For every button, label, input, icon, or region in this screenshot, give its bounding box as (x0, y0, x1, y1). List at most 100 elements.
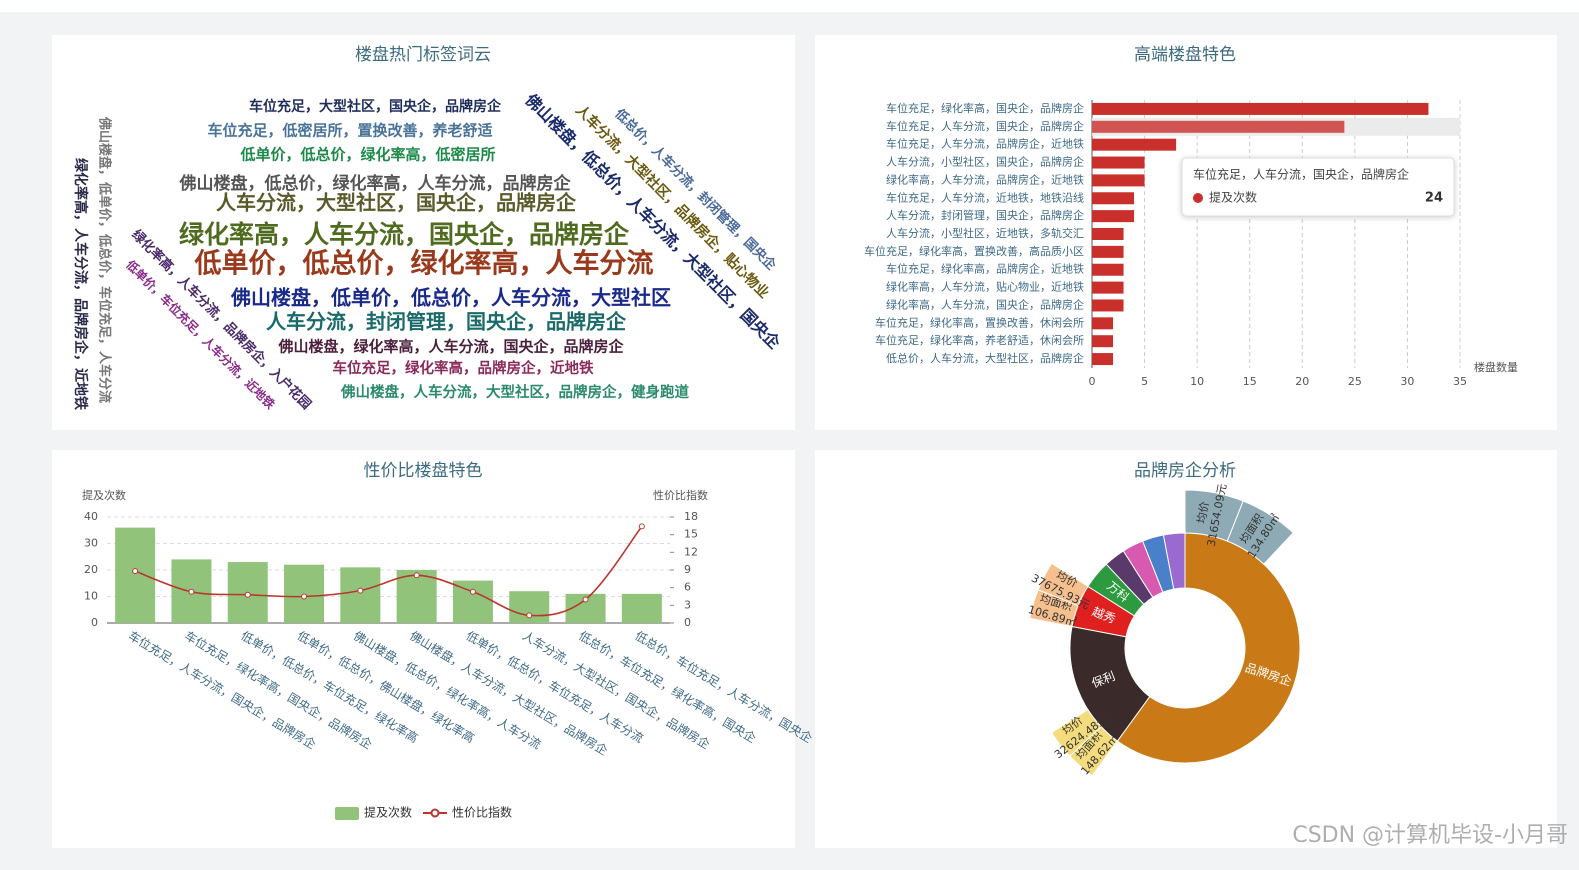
point (301, 593, 308, 600)
word: 佛山楼盘，人车分流，大型社区，品牌房企，健身跑道 (340, 383, 689, 401)
x-tick-label: 5 (1141, 375, 1148, 388)
word: 人车分流，大型社区，国央企，品牌房企 (216, 191, 577, 215)
segment (1162, 532, 1186, 590)
bar (396, 570, 437, 623)
y2-axis-label: 性价比指数 (653, 488, 708, 502)
bar (1092, 174, 1145, 187)
y-tick-label: 人车分流，小型社区，近地铁，多轨交汇 (886, 226, 1084, 240)
x-tick-label: 15 (1243, 375, 1257, 388)
bar (1092, 317, 1114, 330)
point (413, 572, 420, 579)
panel (52, 450, 795, 848)
bar (1092, 299, 1124, 312)
y-tick-label: 绿化率高，人车分流，贴心物业，近地铁 (886, 280, 1084, 294)
y-tick-label: 车位充足，绿化率高，品牌房企，近地铁 (886, 262, 1084, 276)
tooltip-series: 提及次数 (1209, 190, 1257, 205)
segment-label: 均价 (1195, 500, 1212, 524)
y-tick-label: 人车分流，封闭管理，国央企，品牌房企 (886, 208, 1084, 222)
bar (1092, 138, 1177, 151)
bar (452, 580, 493, 623)
y-tick-label: 车位充足，绿化率高，养老舒适，休闲会所 (875, 333, 1084, 347)
y2-tick-label: 15 (684, 528, 698, 541)
bar (1092, 102, 1429, 115)
line (134, 525, 643, 617)
y-tick-label: 低总价，人车分流，大型社区，品牌房企 (886, 351, 1084, 365)
word: 低单价，低总价，绿化率高，低密居所 (239, 146, 495, 164)
y-tick-label: 车位充足，绿化率高，国央企，品牌房企 (886, 101, 1084, 115)
y-axis-label: 提及次数 (82, 488, 126, 502)
legend-swatch (335, 807, 359, 820)
word: 佛山楼盘，低单价，低总价，人车分流，大型社区 (230, 286, 671, 310)
bar (340, 567, 381, 623)
y-tick-label: 绿化率高，人车分流，国央企，品牌房企 (886, 297, 1084, 311)
y-tick-label: 30 (84, 537, 98, 550)
y-tick-label: 车位充足，人车分流，近地铁，地铁沿线 (886, 190, 1084, 204)
y-tick-label: 0 (91, 616, 98, 629)
y-tick-label: 10 (84, 590, 98, 603)
y-tick-label: 车位充足，绿化率高，置换改善，高品质小区 (864, 244, 1084, 258)
word: 车位充足，绿化率高，品牌房企，近地铁 (333, 359, 594, 377)
segment (1050, 708, 1102, 757)
segment (1226, 500, 1294, 565)
chart-title: 性价比楼盘特色 (364, 461, 483, 481)
word: 车位充足，大型社区，国央企，品牌房企 (249, 98, 502, 115)
y2-tick-label: 12 (684, 545, 698, 558)
word: 佛山楼盘，绿化率高，人车分流，国央企，品牌房企 (277, 338, 624, 356)
panel (815, 35, 1557, 430)
y-tick-label: 20 (84, 563, 98, 576)
y2-tick-label: 0 (684, 616, 691, 629)
tooltip-value: 24 (1425, 191, 1443, 206)
point (244, 591, 251, 598)
legend-label: 提及次数 (364, 805, 412, 820)
tooltip-title: 车位充足，人车分流，国央企，品牌房企 (1193, 167, 1409, 182)
legend-label: 性价比指数 (452, 805, 512, 820)
watermark: CSDN @计算机毕设-小月哥 (1292, 823, 1568, 848)
top-bar (0, 0, 1579, 12)
chart-title: 品牌房企分析 (1134, 461, 1236, 481)
bar (1092, 210, 1135, 223)
word: 佛山楼盘，低单价，低总价，车位充足，人车分流 (97, 116, 113, 403)
bar (1092, 120, 1345, 133)
x-tick-label: 25 (1348, 375, 1362, 388)
word: 人车分流，封闭管理，国央企，品牌房企 (266, 310, 627, 334)
y2-tick-label: 6 (684, 581, 691, 594)
y-tick-label: 车位充足，绿化率高，置换改善，休闲会所 (875, 315, 1084, 329)
y-tick-label: 人车分流，小型社区，国央企，品牌房企 (886, 155, 1084, 169)
y-tick-label: 车位充足，人车分流，国央企，品牌房企 (886, 119, 1084, 133)
y-tick-label: 40 (84, 510, 98, 523)
word: 绿化率高，人车分流，国央企，品牌房企 (179, 220, 630, 249)
point (188, 588, 195, 595)
bar (1092, 335, 1114, 348)
word: 低单价，低总价，绿化率高，人车分流 (194, 248, 654, 280)
bar (1092, 353, 1114, 366)
panel (52, 35, 795, 430)
legend-swatch (430, 808, 440, 818)
x-axis-label: 楼盘数量 (1474, 360, 1518, 374)
bar (621, 593, 662, 623)
word: 绿化率高，人车分流，品牌房企，近地铁 (72, 158, 89, 410)
x-tick-label: 35 (1453, 375, 1467, 388)
x-tick-label: 20 (1295, 375, 1309, 388)
y2-tick-label: 9 (684, 563, 691, 576)
bar (1092, 228, 1124, 240)
bar (115, 527, 156, 623)
bar (1092, 281, 1124, 294)
x-tick-label: 0 (1089, 375, 1096, 388)
word: 车位充足，低密居所，置换改善，养老舒适 (207, 122, 492, 140)
chart-title: 楼盘热门标签词云 (355, 45, 491, 65)
chart-title: 高端楼盘特色 (1134, 45, 1236, 65)
x-tick-label: 10 (1190, 375, 1204, 388)
bar (1092, 192, 1135, 205)
point (638, 523, 645, 530)
point (132, 568, 139, 575)
word: 佛山楼盘，低总价，绿化率高，人车分流，品牌房企 (179, 173, 572, 194)
y2-tick-label: 3 (684, 598, 691, 611)
bar (1092, 245, 1124, 258)
point (582, 596, 589, 603)
point (526, 612, 533, 619)
point (357, 587, 364, 594)
tooltip (1181, 157, 1455, 217)
y-tick-label: 绿化率高，人车分流，品牌房企，近地铁 (886, 172, 1084, 186)
